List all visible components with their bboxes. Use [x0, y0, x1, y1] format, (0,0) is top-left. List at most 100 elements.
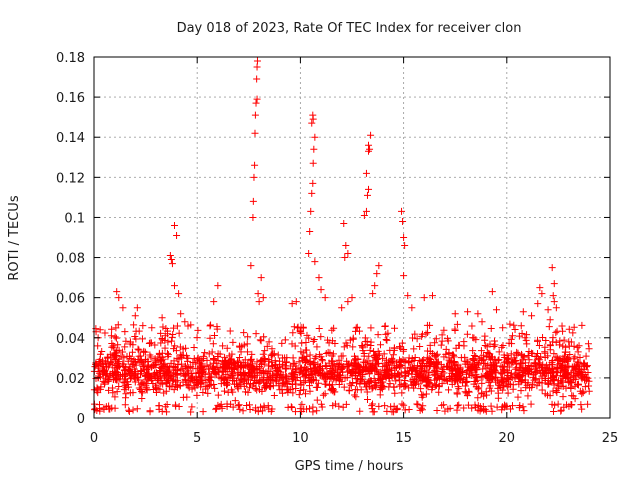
data-point: [585, 387, 593, 395]
data-point: [431, 367, 439, 375]
data-point: [392, 364, 400, 372]
data-point: [282, 359, 290, 367]
y-tick-label: 0.1: [64, 211, 85, 226]
data-point: [117, 352, 125, 360]
data-point: [214, 391, 222, 399]
data-point: [418, 330, 426, 338]
data-point: [565, 362, 573, 370]
data-point: [210, 298, 218, 306]
data-point: [352, 324, 360, 332]
data-point: [343, 373, 351, 381]
data-point: [219, 342, 227, 350]
data-point: [150, 369, 158, 377]
data-point: [228, 350, 236, 358]
data-point: [234, 361, 242, 369]
y-tick-label: 0.04: [56, 332, 85, 347]
data-point: [338, 364, 346, 372]
data-point: [463, 330, 471, 338]
data-point: [329, 372, 337, 380]
data-point: [122, 390, 130, 398]
data-point: [428, 349, 436, 357]
data-point: [319, 357, 327, 365]
data-point: [553, 388, 561, 396]
data-point: [363, 341, 371, 349]
data-point: [368, 405, 376, 413]
data-point: [501, 401, 509, 409]
data-point: [578, 321, 586, 329]
data-point: [365, 352, 373, 360]
data-point: [168, 337, 176, 345]
data-point: [154, 353, 162, 361]
data-point: [570, 355, 578, 363]
data-point: [119, 304, 127, 312]
data-point: [515, 367, 523, 375]
data-point: [528, 312, 536, 320]
data-point: [204, 389, 212, 397]
data-point: [302, 338, 310, 346]
data-point: [287, 403, 295, 411]
data-point: [114, 341, 122, 349]
data-point: [442, 350, 450, 358]
data-point: [108, 325, 116, 333]
data-point: [211, 332, 219, 340]
data-point: [548, 358, 556, 366]
data-point: [548, 264, 556, 272]
data-point: [453, 389, 461, 397]
data-point: [333, 366, 341, 374]
data-point: [375, 402, 383, 410]
data-point: [401, 406, 409, 414]
data-point: [470, 378, 478, 386]
data-point: [206, 334, 214, 342]
data-point: [321, 362, 329, 370]
data-point: [288, 371, 296, 379]
data-point: [172, 382, 180, 390]
data-point: [426, 321, 434, 329]
data-point: [112, 324, 120, 332]
data-point: [148, 324, 156, 332]
data-point: [156, 367, 164, 375]
data-point: [166, 252, 174, 260]
data-point: [122, 370, 130, 378]
data-point: [535, 342, 543, 350]
data-point: [116, 372, 124, 380]
data-point: [404, 292, 412, 300]
data-point: [164, 338, 172, 346]
data-point: [277, 368, 285, 376]
data-point: [157, 329, 165, 337]
data-point: [457, 354, 465, 362]
data-point: [532, 364, 540, 372]
data-point: [230, 366, 238, 374]
data-point: [92, 360, 100, 368]
data-point: [528, 383, 536, 391]
data-point: [482, 371, 490, 379]
data-point: [570, 342, 578, 350]
data-point: [121, 401, 129, 409]
data-point: [505, 354, 513, 362]
data-point: [236, 353, 244, 361]
data-point: [253, 95, 261, 103]
data-point: [121, 328, 129, 336]
data-point: [164, 351, 172, 359]
data-point: [557, 407, 565, 415]
data-point: [112, 369, 120, 377]
data-point: [541, 390, 549, 398]
data-point: [455, 385, 463, 393]
data-point: [221, 376, 229, 384]
data-point: [391, 324, 399, 332]
data-point: [460, 342, 468, 350]
plot-frame: [93, 56, 611, 419]
data-point: [428, 386, 436, 394]
data-point: [173, 322, 181, 330]
data-point: [156, 357, 164, 365]
data-point: [532, 359, 540, 367]
data-point: [519, 364, 527, 372]
data-point: [554, 380, 562, 388]
data-point: [409, 334, 417, 342]
data-point: [197, 383, 205, 391]
data-point: [252, 378, 260, 386]
data-point: [288, 300, 296, 308]
data-point: [573, 343, 581, 351]
data-point: [366, 145, 374, 153]
data-point: [295, 391, 303, 399]
data-point: [254, 290, 262, 298]
